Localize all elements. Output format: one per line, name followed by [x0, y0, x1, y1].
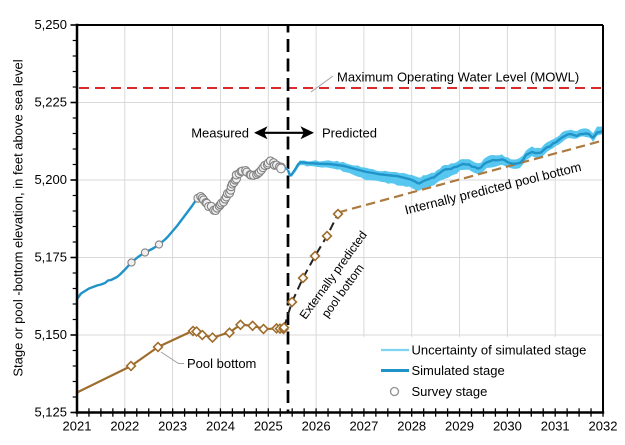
svg-text:2027: 2027: [349, 419, 378, 434]
svg-text:2021: 2021: [63, 419, 92, 434]
svg-text:5,150: 5,150: [34, 327, 67, 342]
svg-text:Pool bottom: Pool bottom: [187, 356, 256, 371]
svg-text:5,225: 5,225: [34, 95, 67, 110]
svg-text:5,175: 5,175: [34, 250, 67, 265]
svg-text:2025: 2025: [254, 419, 283, 434]
svg-text:5,125: 5,125: [34, 405, 67, 420]
svg-text:2028: 2028: [397, 419, 426, 434]
svg-text:2030: 2030: [493, 419, 522, 434]
svg-text:Simulated stage: Simulated stage: [412, 363, 505, 378]
svg-text:Stage or pool -bottom elevatio: Stage or pool -bottom elevation, in feet…: [11, 59, 26, 376]
svg-text:5,250: 5,250: [34, 17, 67, 32]
svg-text:Uncertainty of simulated stage: Uncertainty of simulated stage: [412, 343, 587, 358]
svg-text:2022: 2022: [110, 419, 139, 434]
svg-text:2026: 2026: [302, 419, 331, 434]
svg-text:Predicted: Predicted: [322, 126, 377, 141]
svg-text:Maximum Operating Water Level: Maximum Operating Water Level (MOWL): [337, 70, 579, 85]
svg-text:2023: 2023: [158, 419, 187, 434]
svg-text:Survey stage: Survey stage: [412, 384, 488, 399]
svg-text:Measured: Measured: [191, 126, 249, 141]
svg-text:2029: 2029: [445, 419, 474, 434]
svg-text:2024: 2024: [206, 419, 235, 434]
svg-text:2031: 2031: [541, 419, 570, 434]
svg-text:5,200: 5,200: [34, 172, 67, 187]
svg-text:2032: 2032: [589, 419, 618, 434]
